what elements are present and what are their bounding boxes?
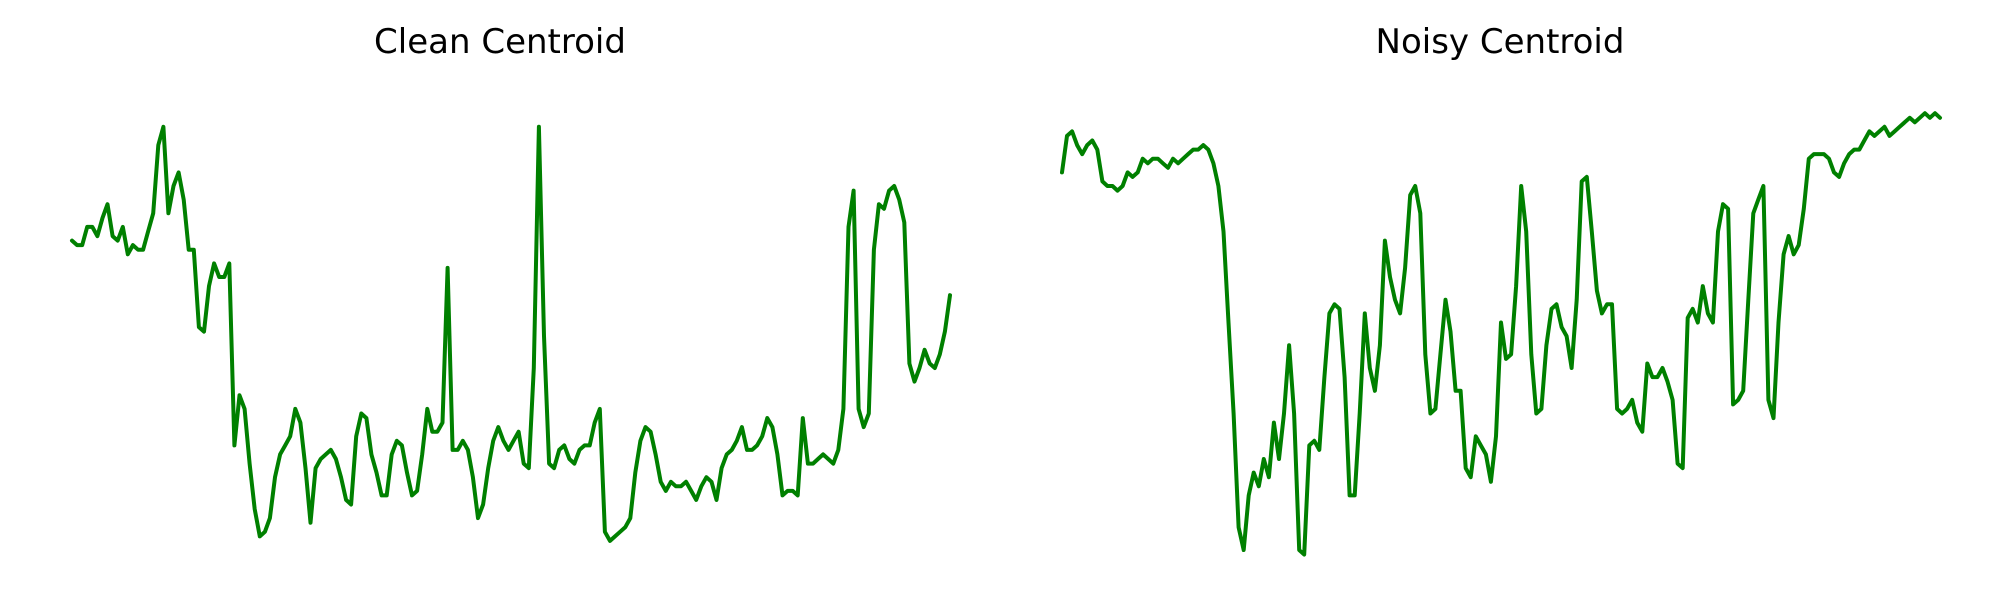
noisy-centroid-line [1060, 111, 1942, 557]
noisy-centroid-plot [1060, 111, 1942, 557]
clean-centroid-line [70, 124, 952, 543]
noisy-centroid-title: Noisy Centroid [1375, 22, 1625, 62]
clean-centroid-title: Clean Centroid [374, 22, 626, 62]
clean-centroid-panel: Clean Centroid [70, 22, 952, 543]
clean-centroid-plot [70, 124, 952, 543]
noisy-centroid-panel: Noisy Centroid [1000, 0, 2000, 600]
